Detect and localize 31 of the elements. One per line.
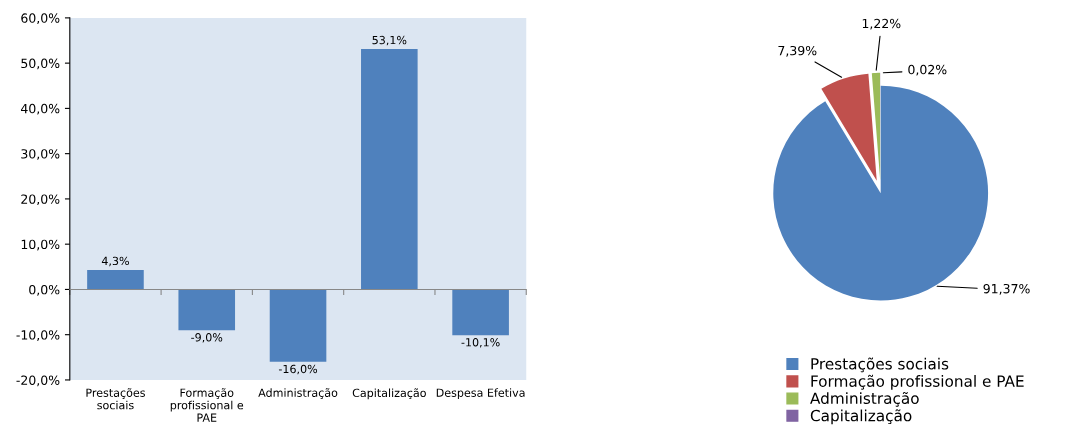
legend-label: Capitalização <box>810 409 912 425</box>
y-tick-label: 10,0% <box>21 239 60 251</box>
y-tick-label: 50,0% <box>21 58 60 70</box>
data-label: 1,22% <box>862 18 901 30</box>
y-tick-label: -10,0% <box>16 330 60 341</box>
x-tick-label: Administração <box>258 388 338 399</box>
y-tick-label: 60,0% <box>21 13 60 25</box>
x-tick-label: Capitalização <box>352 388 426 400</box>
x-tick-label: Despesa Efetiva <box>436 388 525 400</box>
y-tick-label: -20,0% <box>16 375 60 387</box>
data-label: 53,1% <box>372 35 407 46</box>
bar <box>178 289 236 331</box>
data-label: -10,1% <box>461 338 500 348</box>
bar <box>269 289 327 362</box>
y-tick-label: 40,0% <box>20 103 60 115</box>
x-tick-label: Formação profissional e PAE <box>170 388 244 422</box>
bar <box>361 49 418 290</box>
legend-label: Prestações sociais <box>811 357 949 373</box>
data-label: -16,0% <box>278 364 318 375</box>
data-label: 7,39% <box>778 45 817 57</box>
y-tick-label: 0,0% <box>29 284 60 296</box>
x-tick-label: Prestações sociais <box>86 388 145 410</box>
y-tick-label: 20,0% <box>21 194 60 206</box>
data-label: 4,3% <box>101 256 129 267</box>
legend-label: Formação profissional e PAE <box>811 374 1024 390</box>
data-label: 91,37% <box>983 283 1030 295</box>
bar <box>87 269 144 290</box>
data-label: 0,02% <box>908 64 947 76</box>
data-label: -9,0% <box>191 333 223 343</box>
bar <box>452 289 509 336</box>
y-tick-label: 30,0% <box>21 149 60 160</box>
